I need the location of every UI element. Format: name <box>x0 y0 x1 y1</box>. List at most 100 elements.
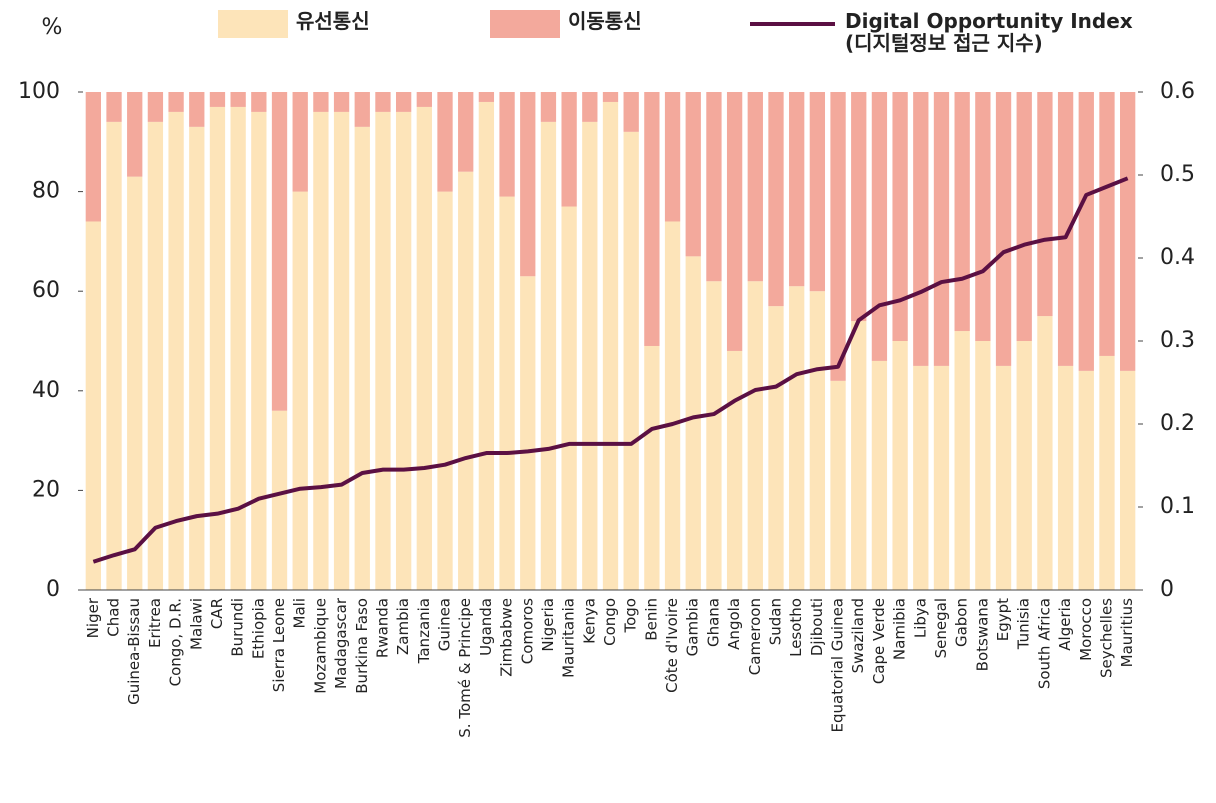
line <box>92 176 1129 564</box>
x-tick-label: South Africa <box>1035 598 1053 689</box>
bar-segment <box>685 256 701 590</box>
x-tick-label: Madagascar <box>332 597 350 689</box>
y-tick-label: 60 <box>32 278 60 303</box>
bar-segment <box>354 126 370 591</box>
y-axis-label: % <box>42 15 63 40</box>
x-tick-label: Kenya <box>580 598 598 644</box>
x-tick-label: Niger <box>84 597 102 638</box>
x-tick-label: Congo, D.R. <box>167 598 185 686</box>
x-tick-label: Mozambique <box>311 598 329 694</box>
bar-segment <box>147 92 164 122</box>
x-tick-label: Sierra Leone <box>270 598 288 692</box>
y2-tick-label: 0.3 <box>1160 328 1195 353</box>
x-tick-label: Swaziland <box>849 598 867 673</box>
bar-segment <box>106 121 122 590</box>
bar-segment <box>830 380 846 590</box>
bar-segment <box>395 92 412 112</box>
y2-tick-label: 0.5 <box>1160 162 1195 187</box>
x-tick-label: Tunisia <box>1015 598 1033 650</box>
legend-label: 유선통신 <box>296 9 370 33</box>
x-tick-label: Eritrea <box>146 598 164 648</box>
bar-segment <box>975 341 991 590</box>
x-tick-label: Mauritius <box>1118 598 1136 668</box>
x-tick-label: CAR <box>208 598 226 629</box>
legend-label: Digital Opportunity Index (디지털정보 접근 지수) <box>845 9 1133 55</box>
x-tick-label: Botswana <box>973 598 991 671</box>
bar-segment <box>768 92 784 307</box>
bar-segment <box>168 92 184 112</box>
x-tick-label: Togo <box>622 598 640 634</box>
y2-tick-label: 0.4 <box>1160 245 1195 270</box>
y2-tick-label: 0.2 <box>1160 411 1195 436</box>
x-tick-label: Equatorial Guinea <box>829 598 847 732</box>
x-tick-label: S. Tomé & Principe <box>456 598 474 738</box>
bar-segment <box>271 410 288 590</box>
bar-segment <box>975 92 991 341</box>
bar-segment <box>333 92 350 112</box>
bar-segment <box>189 126 205 591</box>
y-tick-label: 20 <box>32 477 60 502</box>
bar-segment <box>292 191 308 590</box>
y2-tick-label: 0 <box>1160 577 1174 602</box>
bar-segment <box>913 92 929 366</box>
bar-segment <box>768 306 784 590</box>
bar-segment <box>789 92 805 287</box>
x-tick-label: Ghana <box>704 598 722 647</box>
bar-segment <box>830 92 846 381</box>
bar-segment <box>954 331 970 590</box>
bar-segment <box>1057 365 1074 590</box>
legend-label: 이동통신 <box>568 9 642 33</box>
bar-segment <box>871 92 888 361</box>
bar-segment <box>1037 316 1053 590</box>
x-tick-label: Egypt <box>994 598 1012 641</box>
x-tick-label: Guinea-Bissau <box>125 598 143 705</box>
x-tick-label: Libya <box>911 598 929 638</box>
bar-segment <box>892 341 908 590</box>
bar-segment <box>726 350 743 590</box>
bar-segment <box>1016 341 1032 590</box>
x-tick-label: Malawi <box>187 598 205 650</box>
y-tick-label: 100 <box>18 79 60 104</box>
bar-segment <box>478 101 495 591</box>
bar-segment <box>664 92 681 222</box>
bar-segment <box>127 92 143 177</box>
x-tick-label: Côte d'Ivoire <box>663 598 681 693</box>
x-tick-label: Burundi <box>229 598 247 657</box>
bar-segment <box>789 286 805 590</box>
bar-segment <box>851 92 867 322</box>
bar-segment <box>437 191 453 590</box>
bar-segment <box>1078 92 1094 371</box>
x-tick-label: Ethiopia <box>249 598 267 659</box>
bar-segment <box>995 92 1012 366</box>
bar-segment <box>561 206 577 591</box>
x-tick-label: Algeria <box>1056 598 1074 651</box>
bar-segment <box>209 92 226 107</box>
bar-segment <box>809 92 826 292</box>
x-tick-label: Gambia <box>684 598 702 656</box>
bar-segment <box>1057 92 1074 366</box>
bar-segment <box>313 111 329 591</box>
x-tick-label: Uganda <box>477 598 495 656</box>
bar-segment <box>437 92 453 192</box>
x-tick-label: Seychelles <box>1097 598 1115 678</box>
bar-segment <box>85 221 101 591</box>
x-tick-label: Rwanda <box>373 598 391 658</box>
bar-segment <box>106 92 122 122</box>
bar-segment <box>706 281 722 590</box>
bar-segment <box>933 365 950 590</box>
x-tick-label: Morocco <box>1077 598 1095 661</box>
bar-segment <box>747 281 763 590</box>
bar-segment <box>1037 92 1053 317</box>
x-tick-label: Chad <box>105 598 123 637</box>
x-tick-label: Nigeria <box>539 598 557 652</box>
bar-segment <box>147 121 164 590</box>
bar-segment <box>602 92 619 102</box>
bar-segment <box>1078 370 1094 590</box>
bar-segment <box>251 92 267 112</box>
bar-segment <box>726 92 743 351</box>
bar-segment <box>747 92 763 282</box>
bar-segment <box>623 92 639 132</box>
bar-segment <box>995 365 1012 590</box>
y-tick-label: 0 <box>46 577 60 602</box>
x-tick-label: Mauritania <box>560 598 578 678</box>
